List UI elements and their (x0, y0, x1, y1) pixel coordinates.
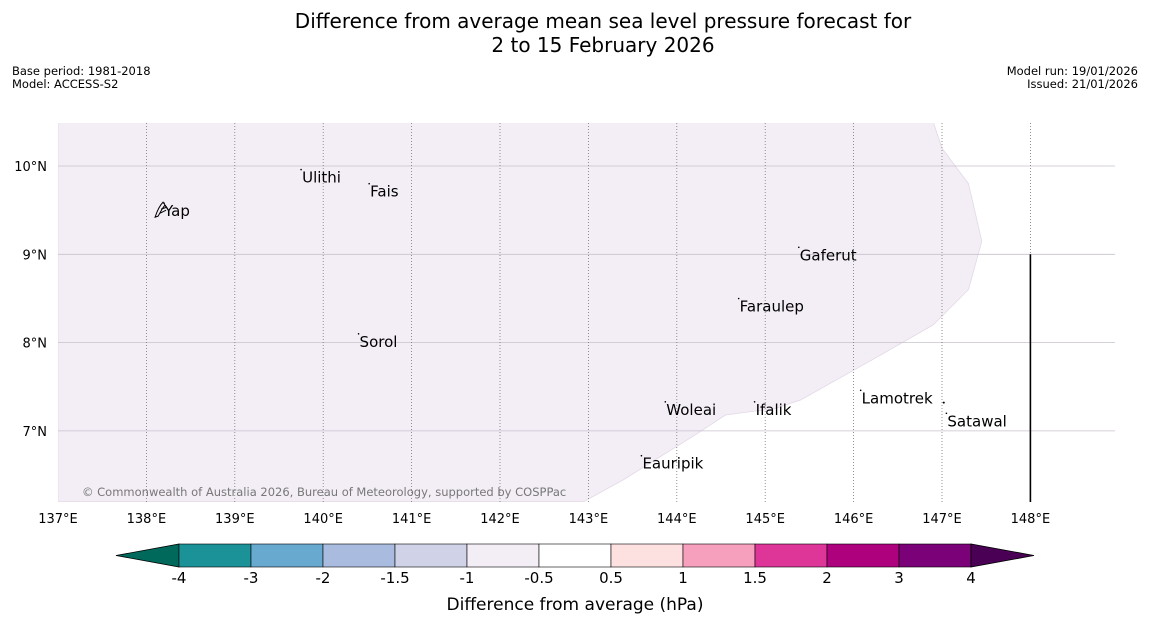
colorbar-extend-high (970, 543, 1035, 568)
island-label: Lamotrek (862, 389, 933, 407)
island-marker (368, 182, 370, 185)
colorbar-bin (466, 543, 540, 568)
island-marker (859, 389, 862, 392)
lon-tick-label: 143°E (569, 512, 609, 527)
lon-tick-label: 145°E (745, 512, 785, 527)
island-marker (753, 401, 756, 403)
lat-tick-label: 9°N (23, 248, 48, 263)
lon-tick-label: 139°E (215, 512, 255, 527)
plot-area: Yap Ulithi Fais Gaferut Faraulep Sorol Lamotre… (58, 123, 1115, 502)
island-label: Yap (163, 202, 190, 220)
lon-tick-label: 141°E (392, 512, 432, 527)
title-line-1: Difference from average mean sea level p… (294, 9, 912, 33)
yap-island-outline (154, 201, 168, 218)
colorbar-title: Difference from average (hPa) (447, 595, 704, 615)
island-marker (797, 246, 800, 249)
colorbar-bin (898, 543, 972, 568)
island-marker (737, 297, 740, 300)
colorbar-tick-label: -3 (244, 569, 259, 587)
colorbar-tick-label: -2 (316, 569, 331, 587)
copyright-text: © Commonwealth of Australia 2026, Bureau… (82, 485, 566, 499)
issued-date: Issued: 21/01/2026 (1027, 77, 1138, 91)
island-label: Ulithi (302, 169, 341, 187)
colorbar-tick-label: 4 (966, 569, 976, 587)
colorbar-tick-label: -1.5 (380, 569, 409, 587)
lat-tick-label: 7°N (23, 425, 48, 440)
shaded-region-anomaly (58, 123, 983, 502)
model-name: Model: ACCESS-S2 (12, 77, 119, 91)
island-label: Satawal (947, 412, 1006, 430)
island-label: Faraulep (740, 298, 804, 316)
lon-tick-label: 140°E (303, 512, 343, 527)
colorbar-bin (610, 543, 684, 568)
island-marker (163, 202, 165, 204)
colorbar-tick-label: 3 (894, 569, 904, 587)
colorbar-bin (682, 543, 756, 568)
lat-tick-label: 8°N (23, 337, 48, 352)
colorbar-tick-label: -0.5 (524, 569, 553, 587)
lon-tick-label: 147°E (922, 512, 962, 527)
meta-right: Model run: 19/01/2026 Issued: 21/01/2026 (1007, 65, 1138, 91)
lon-tick-label: 142°E (480, 512, 520, 527)
colorbar-bin (826, 543, 900, 568)
colorbar-bin (394, 543, 468, 568)
colorbar-tick-label: 0.5 (599, 569, 623, 587)
colorbar: -4 -3 -2 -1.5 -1 -0.5 0.5 1 1.5 2 3 4 Difference fro… (115, 543, 1035, 615)
colorbar-bin (178, 543, 252, 568)
colorbar-bin (250, 543, 324, 568)
island-marker (300, 168, 302, 171)
colorbar-bin (754, 543, 828, 568)
island-label: Eauripik (642, 455, 703, 473)
colorbar-tick-label: 1 (678, 569, 688, 587)
island-label: Gaferut (800, 246, 857, 264)
atoll-marker (942, 401, 945, 404)
lon-tick-label: 146°E (834, 512, 874, 527)
island-marker (640, 454, 643, 457)
meta-left: Base period: 1981-2018 Model: ACCESS-S2 (12, 65, 151, 91)
lon-tick-label: 144°E (657, 512, 697, 527)
lon-tick-label: 137°E (38, 512, 78, 527)
island-label: Fais (370, 183, 399, 201)
map-title: Difference from average mean sea level p… (0, 9, 1150, 57)
island-label: Ifalik (756, 401, 792, 419)
base-period: Base period: 1981-2018 (12, 64, 151, 78)
colorbar-tick-label: -4 (172, 569, 187, 587)
lon-tick-label: 138°E (127, 512, 167, 527)
island-label: Woleai (666, 401, 716, 419)
island-marker (357, 333, 360, 335)
colorbar-tick-label: -1 (460, 569, 475, 587)
map-layer: Yap Ulithi Fais Gaferut Faraulep Sorol Lamotre… (14, 123, 1115, 527)
island-marker (945, 412, 948, 415)
island-label: Sorol (360, 333, 398, 351)
colorbar-tick-label: 1.5 (743, 569, 767, 587)
colorbar-bin (322, 543, 396, 568)
model-run: Model run: 19/01/2026 (1006, 64, 1138, 78)
lon-tick-label: 148°E (1011, 512, 1051, 527)
lat-tick-label: 10°N (14, 160, 47, 175)
colorbar-tick-label: 2 (822, 569, 832, 587)
title-line-2: 2 to 15 February 2026 (491, 33, 715, 57)
colorbar-bin (538, 543, 612, 568)
island-marker (664, 401, 667, 403)
colorbar-extend-low (115, 543, 180, 568)
